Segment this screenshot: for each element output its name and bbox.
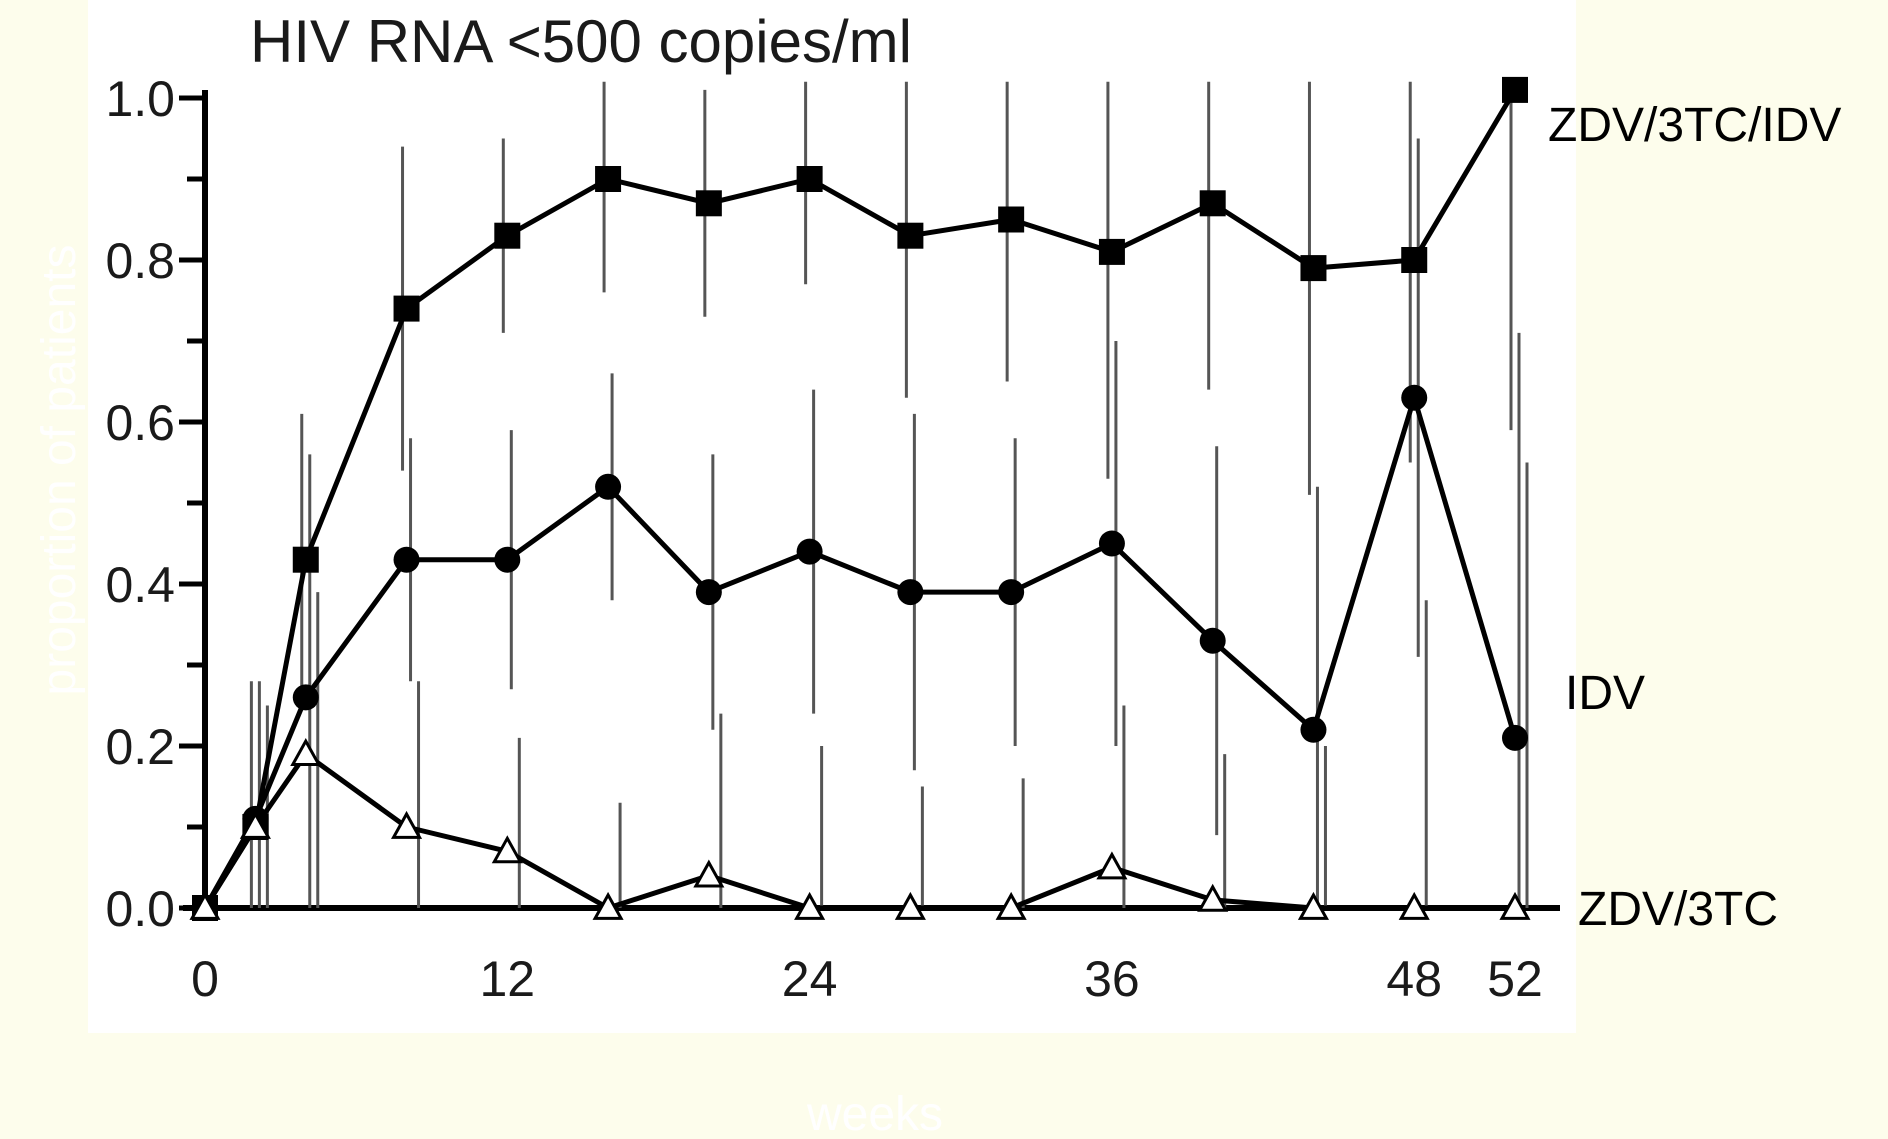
- data-point-triangle: [1096, 851, 1128, 880]
- series-lines: [189, 76, 1531, 921]
- y-tick-label: 0.2: [105, 719, 175, 775]
- series-label: ZDV/3TC/IDV: [1548, 99, 1841, 152]
- data-point-circle: [1199, 627, 1226, 654]
- data-point-square: [695, 190, 722, 217]
- y-axis-title: proportion of patients: [33, 245, 86, 696]
- chart-title: HIV RNA <500 copies/ml: [250, 8, 912, 75]
- data-point-square: [796, 166, 823, 192]
- data-point-triangle: [693, 859, 725, 888]
- data-point-square: [1401, 247, 1428, 273]
- data-point-triangle: [1197, 883, 1229, 912]
- y-tick-label: 0.4: [105, 557, 175, 613]
- data-point-triangle: [1398, 891, 1430, 920]
- y-tick-label: 1.0: [105, 71, 175, 127]
- axes: 0.0 0.2 0.4 0.6 0.8 1.0 0 12 24 36 48 52: [105, 71, 1560, 1007]
- x-axis-title: weeks: [806, 1088, 943, 1139]
- data-point-triangle: [189, 891, 221, 920]
- error-bars: [249, 81, 1529, 908]
- data-point-circle: [292, 684, 319, 711]
- data-point-square: [292, 546, 319, 573]
- data-point-square: [1098, 238, 1125, 265]
- data-point-circle: [494, 546, 521, 573]
- series-label: ZDV/3TC: [1578, 883, 1778, 936]
- x-tick-label: 24: [782, 951, 838, 1007]
- data-point-triangle: [390, 810, 423, 839]
- data-point-triangle: [239, 810, 271, 839]
- data-point-circle: [897, 579, 924, 606]
- data-point-circle: [1502, 724, 1528, 751]
- y-tick-label: 0.0: [105, 881, 175, 937]
- series-labels: ZDV/3TC/IDV IDV ZDV/3TC: [1548, 99, 1841, 936]
- plot-background: [88, 0, 1576, 1033]
- data-point-square: [1502, 76, 1528, 103]
- data-point-square: [1199, 190, 1226, 217]
- x-tick-label: 0: [191, 951, 219, 1007]
- data-point-triangle: [290, 738, 322, 766]
- data-point-triangle: [592, 891, 624, 920]
- data-point-square: [393, 295, 420, 322]
- data-point-triangle: [995, 891, 1027, 920]
- data-point-circle: [998, 579, 1025, 606]
- data-point-square: [1300, 255, 1327, 282]
- y-tick-label: 0.6: [105, 395, 175, 451]
- data-point-triangle: [894, 891, 926, 920]
- data-point-circle: [1401, 384, 1428, 411]
- data-point-circle: [393, 546, 420, 573]
- data-point-triangle: [794, 891, 826, 920]
- data-point-triangle: [1297, 891, 1330, 920]
- x-tick-label: 48: [1386, 951, 1442, 1007]
- x-tick-label: 52: [1487, 951, 1543, 1007]
- data-point-square: [494, 222, 521, 249]
- x-tick-label: 12: [479, 951, 535, 1007]
- data-point-square: [897, 222, 924, 249]
- data-point-triangle: [1499, 891, 1531, 920]
- data-point-square: [595, 166, 622, 192]
- data-point-triangle: [491, 835, 523, 864]
- series-label: IDV: [1565, 667, 1645, 720]
- data-point-circle: [595, 473, 622, 500]
- data-point-circle: [1098, 530, 1125, 557]
- data-point-circle: [1300, 716, 1327, 743]
- data-point-square: [998, 206, 1025, 233]
- data-point-circle: [695, 579, 722, 606]
- y-tick-label: 0.8: [105, 233, 175, 289]
- data-point-circle: [796, 538, 823, 565]
- x-tick-label: 36: [1084, 951, 1140, 1007]
